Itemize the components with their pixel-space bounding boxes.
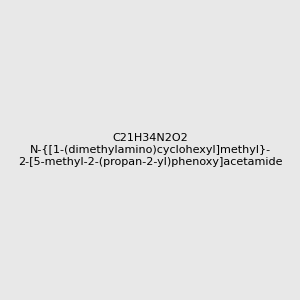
Text: C21H34N2O2
N-{[1-(dimethylamino)cyclohexyl]methyl}-
2-[5-methyl-2-(propan-2-yl)p: C21H34N2O2 N-{[1-(dimethylamino)cyclohex… [18, 134, 282, 166]
